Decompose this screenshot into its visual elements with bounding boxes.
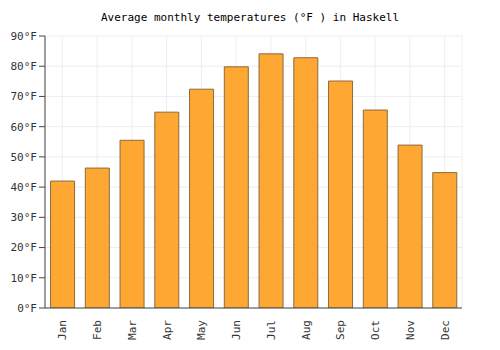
svg-text:Sep: Sep [334, 320, 347, 340]
svg-text:May: May [195, 320, 208, 340]
svg-text:60°F: 60°F [11, 121, 38, 134]
svg-text:Dec: Dec [439, 320, 452, 340]
svg-text:Nov: Nov [404, 320, 417, 340]
svg-text:Aug: Aug [300, 320, 313, 340]
svg-text:20°F: 20°F [11, 241, 38, 254]
svg-text:Mar: Mar [126, 320, 139, 340]
svg-text:Oct: Oct [369, 320, 382, 340]
svg-text:80°F: 80°F [11, 60, 38, 73]
html-text:Average monthly temperatures (: Average monthly temperatures (°F ) in Ha… [101, 11, 399, 24]
svg-text:Apr: Apr [161, 320, 174, 340]
svg-text:Jul: Jul [265, 320, 278, 340]
svg-text:Jan: Jan [56, 320, 69, 340]
svg-text:Jun: Jun [230, 320, 243, 340]
svg-text:40°F: 40°F [11, 181, 38, 194]
svg-text:10°F: 10°F [11, 272, 38, 285]
svg-text:30°F: 30°F [11, 211, 38, 224]
svg-text:50°F: 50°F [11, 151, 38, 164]
svg-text:Feb: Feb [91, 320, 104, 340]
svg-text:0°F: 0°F [17, 302, 37, 315]
svg-text:70°F: 70°F [11, 90, 38, 103]
svg-text:90°F: 90°F [11, 30, 38, 43]
